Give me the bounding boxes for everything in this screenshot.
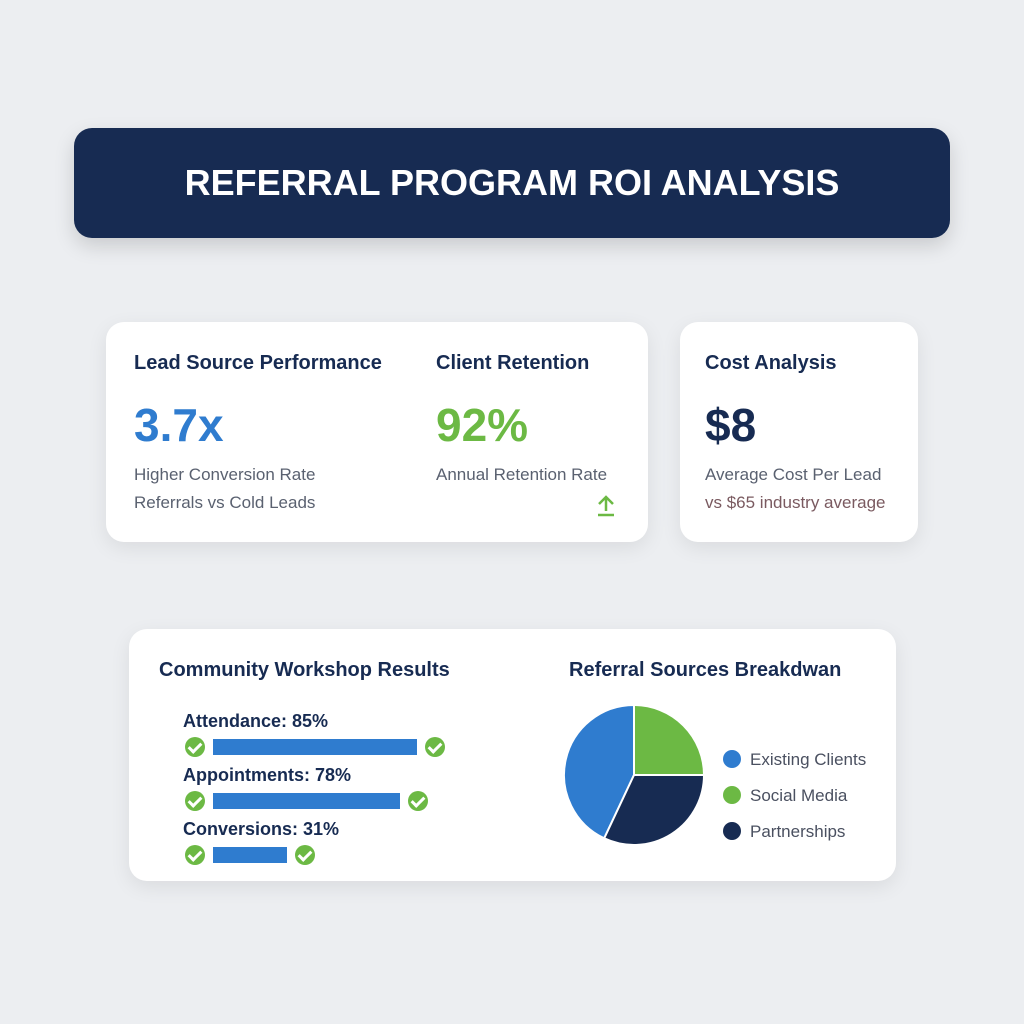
metric-title: Lead Source Performance — [134, 352, 382, 374]
up-arrow-icon — [598, 495, 614, 517]
legend-label: Partnerships — [750, 822, 845, 841]
pie-slice — [602, 774, 706, 846]
bar — [213, 847, 288, 863]
metric-value: 3.7x — [134, 399, 224, 451]
check-icon — [295, 845, 316, 865]
metric-line: Annual Retention Rate — [436, 465, 608, 484]
bar-label: Appointments: 78% — [183, 765, 352, 785]
pie-slice — [633, 705, 706, 776]
pie-title: Referral Sources Breakdwan — [569, 659, 842, 681]
check-icon — [408, 791, 429, 811]
cost-card: Cost Analysis $8 Average Cost Per Lead v… — [680, 322, 918, 542]
legend-label: Social Media — [750, 786, 848, 805]
pie-slice — [564, 705, 635, 840]
check-icon — [185, 737, 205, 757]
bar — [213, 793, 401, 809]
pie-chart: Existing Clients Social Media Partnerships — [564, 705, 866, 846]
header-title: REFERRAL PROGRAM ROI ANALYSIS — [184, 162, 840, 203]
bar-label: Conversions: 31% — [183, 819, 340, 839]
metric-title: Client Retention — [436, 352, 590, 374]
bar-label: Attendance: 85% — [183, 711, 329, 731]
workshop-card: Community Workshop Results Referral Sour… — [129, 629, 896, 881]
workshop-title: Community Workshop Results — [159, 659, 450, 681]
metrics-card: Lead Source Performance 3.7x Higher Conv… — [106, 322, 648, 542]
metric-value: 92% — [436, 399, 529, 451]
metric-line: Average Cost Per Lead — [705, 465, 882, 484]
check-icon — [185, 845, 205, 865]
metric-line: vs $65 industry average — [705, 493, 886, 512]
legend-swatch — [723, 822, 741, 840]
legend-label: Existing Clients — [750, 750, 866, 769]
bar — [213, 739, 417, 755]
metric-line: Referrals vs Cold Leads — [134, 493, 316, 512]
metric-value: $8 — [705, 399, 757, 451]
legend-swatch — [723, 786, 741, 804]
check-icon — [185, 791, 205, 811]
metric-title: Cost Analysis — [705, 352, 837, 374]
metric-line: Higher Conversion Rate — [134, 465, 316, 484]
header-bar: REFERRAL PROGRAM ROI ANALYSIS — [74, 128, 950, 238]
check-icon — [425, 737, 445, 757]
legend-swatch — [723, 750, 741, 768]
